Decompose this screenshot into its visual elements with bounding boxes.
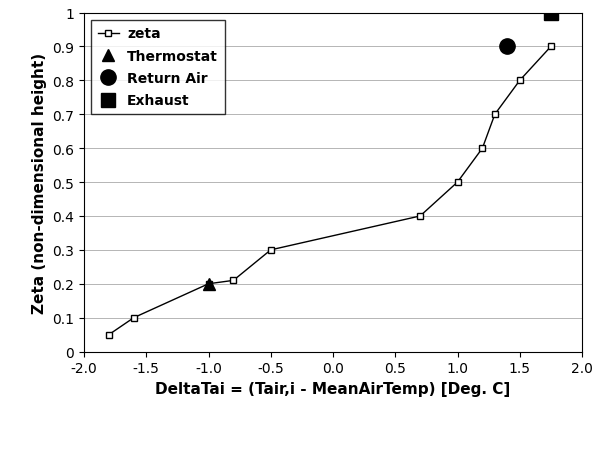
zeta [130, 315, 137, 321]
zeta [416, 214, 424, 219]
Y-axis label: Zeta (non-dimensional height): Zeta (non-dimensional height) [32, 52, 47, 313]
zeta [491, 112, 499, 118]
zeta [230, 278, 237, 284]
zeta [267, 248, 274, 253]
zeta [454, 180, 461, 185]
Line: zeta: zeta [106, 44, 554, 338]
zeta [547, 45, 554, 50]
zeta [106, 332, 113, 337]
zeta [205, 281, 212, 287]
zeta [479, 146, 486, 152]
zeta [516, 78, 523, 84]
X-axis label: DeltaTai = (Tair,i - MeanAirTemp) [Deg. C]: DeltaTai = (Tair,i - MeanAirTemp) [Deg. … [155, 381, 511, 396]
Legend: zeta, Thermostat, Return Air, Exhaust: zeta, Thermostat, Return Air, Exhaust [91, 20, 225, 115]
